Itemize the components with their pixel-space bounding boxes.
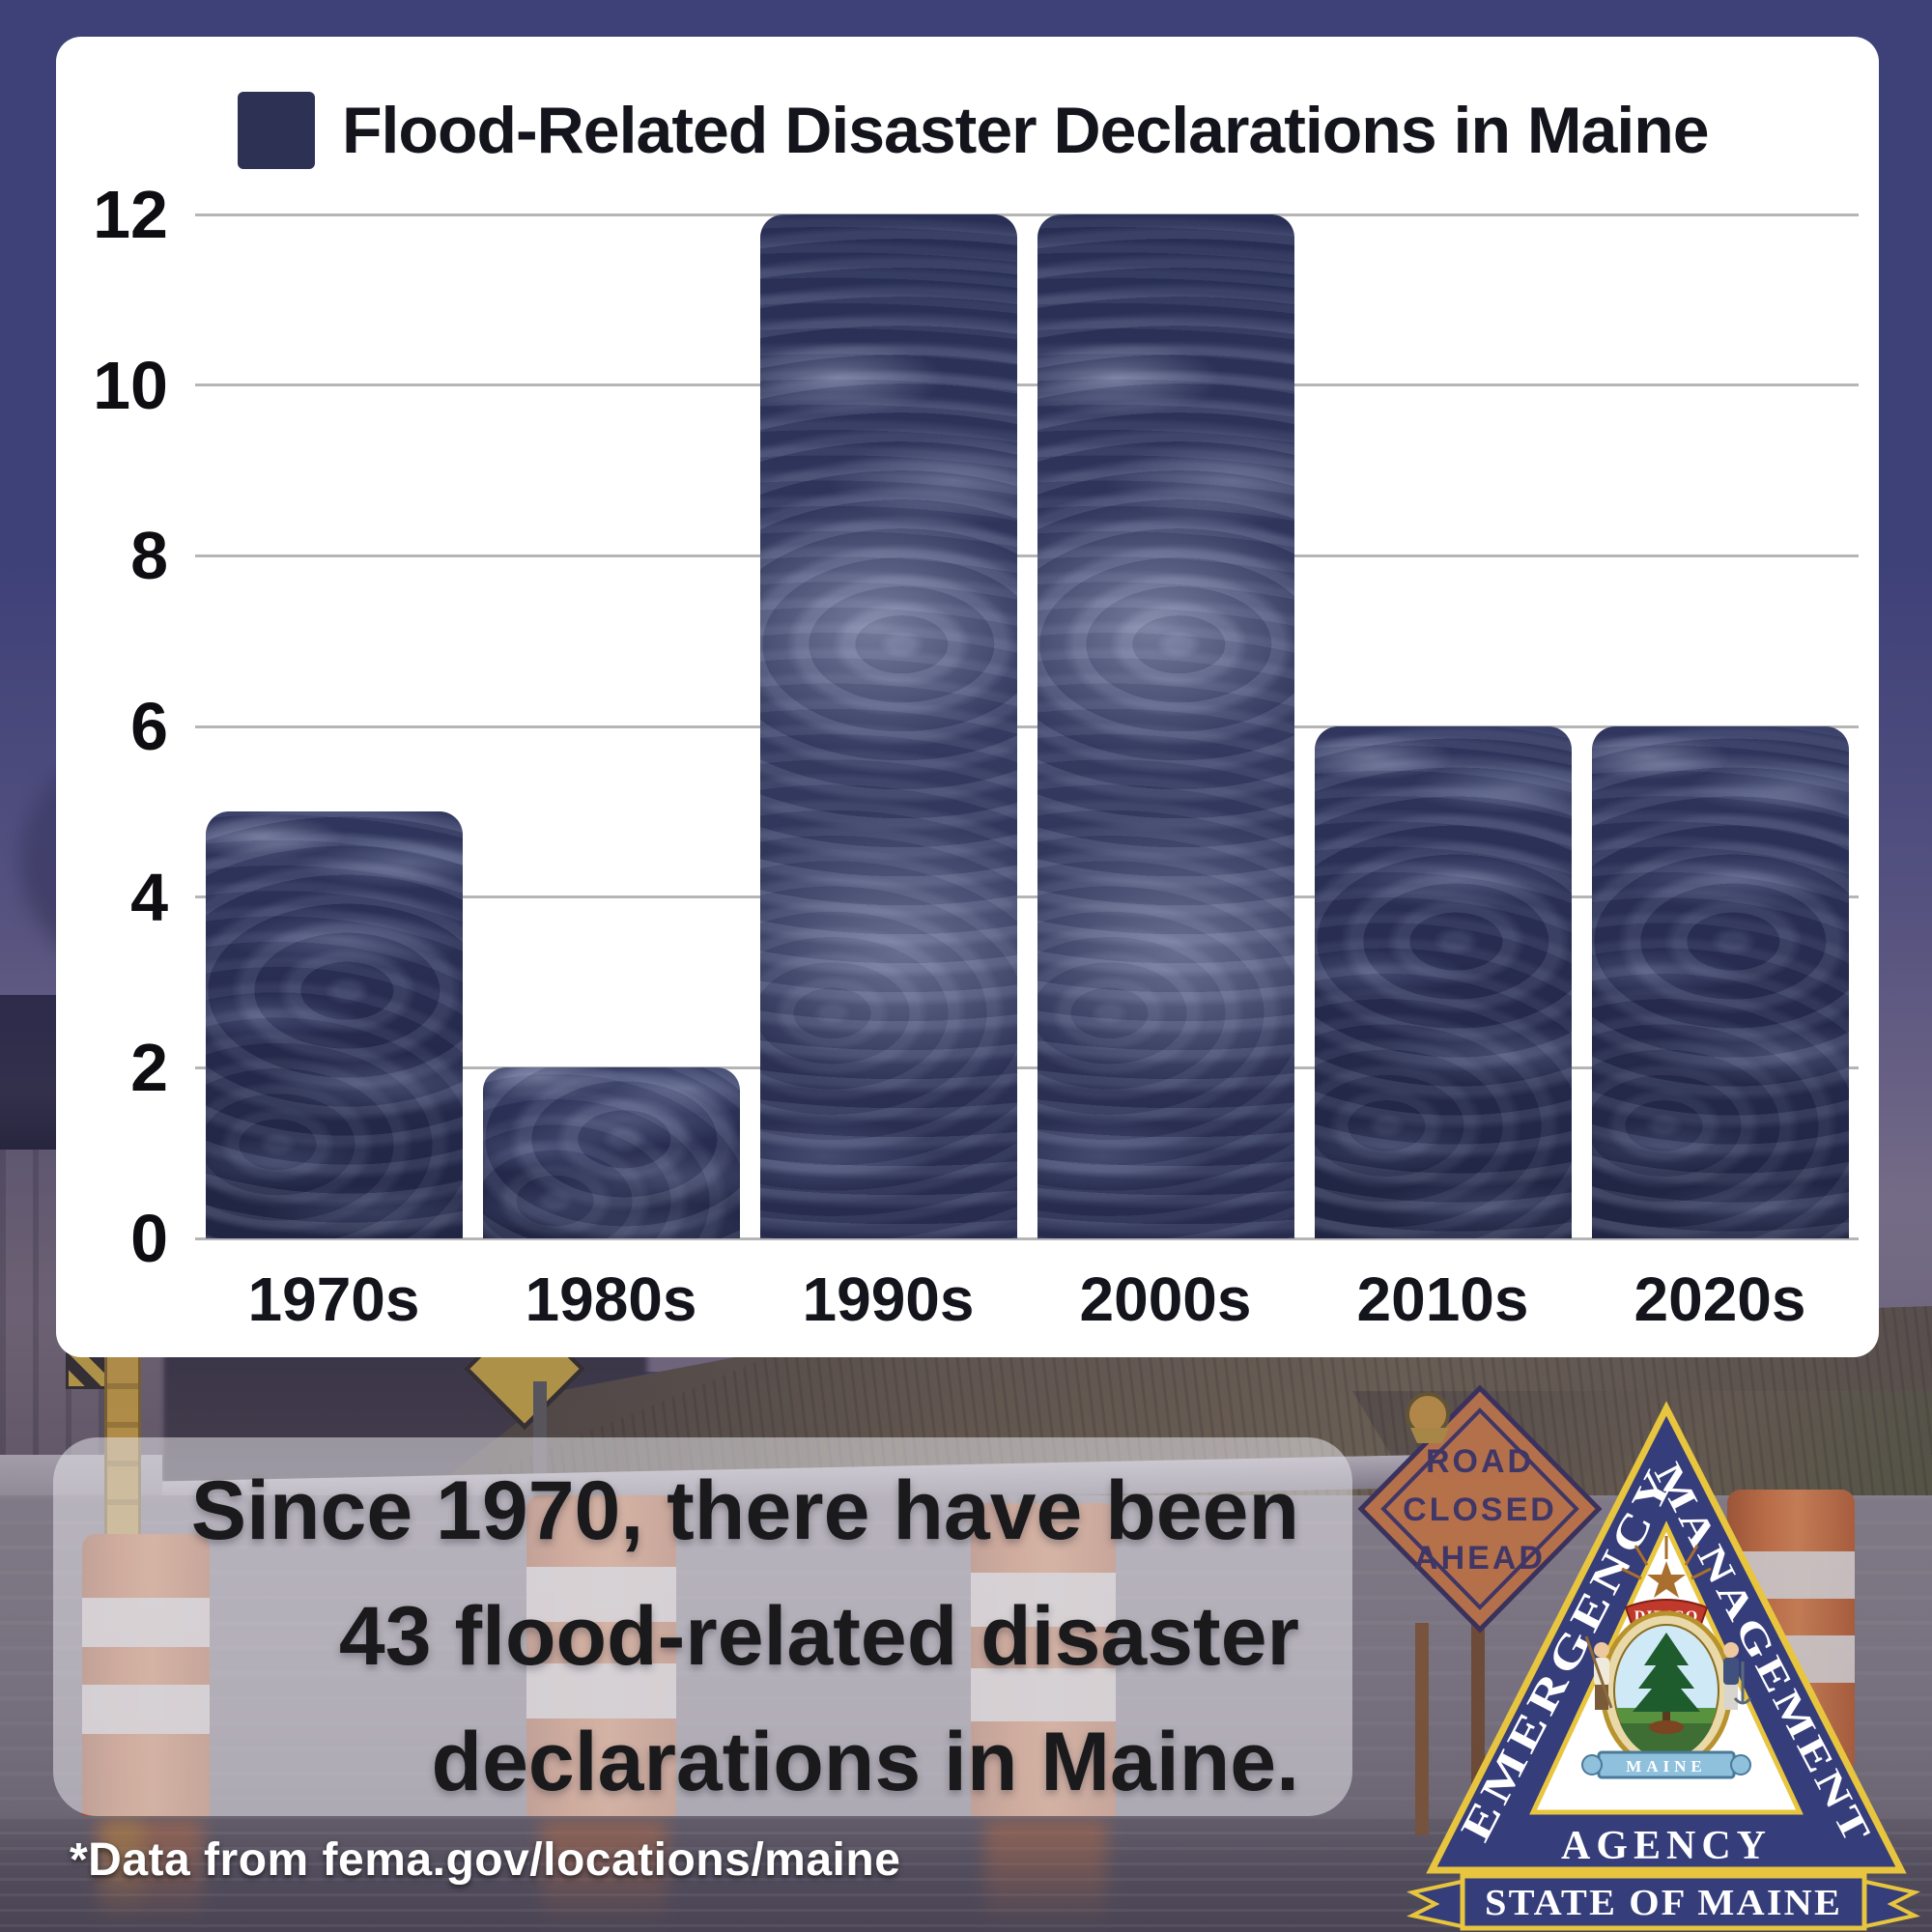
bar-2000s xyxy=(1037,214,1294,1238)
gridline-6 xyxy=(195,724,1859,728)
y-tick-label-0: 0 xyxy=(130,1201,168,1276)
data-source-footnote: *Data from fema.gov/locations/maine xyxy=(70,1834,901,1886)
y-tick-label-4: 4 xyxy=(130,859,168,935)
seal-star xyxy=(1647,1561,1686,1598)
y-tick-label-6: 6 xyxy=(130,689,168,764)
x-tick-label-2000s: 2000s xyxy=(1079,1264,1252,1334)
y-axis-labels: 0 2 4 6 8 10 12 xyxy=(56,177,182,1276)
bar-2020s xyxy=(1591,726,1849,1238)
y-tick-label-10: 10 xyxy=(93,347,168,423)
y-tick-label-8: 8 xyxy=(130,518,168,594)
chart-card: Flood-Related Disaster Declarations in M… xyxy=(56,37,1879,1357)
legend-swatch xyxy=(238,92,315,169)
x-tick-label-2010s: 2010s xyxy=(1356,1264,1529,1334)
gridline-0 xyxy=(195,1236,1859,1240)
seal-sailor xyxy=(1723,1642,1752,1710)
bar-1980s xyxy=(482,1067,740,1238)
gridline-8 xyxy=(195,554,1859,557)
bar-1970s xyxy=(205,811,463,1238)
seal-moose xyxy=(1649,1720,1684,1734)
chart-title: Flood-Related Disaster Declarations in M… xyxy=(342,94,1710,167)
gridline-12 xyxy=(195,213,1859,216)
y-tick-label-12: 12 xyxy=(93,177,168,252)
gridline-4 xyxy=(195,895,1859,899)
x-axis-labels: 1970s 1980s 1990s 2000s 2010s 2020s xyxy=(195,1256,1859,1343)
gridline-2 xyxy=(195,1065,1859,1069)
maine-state-seal: DIRIGO xyxy=(1581,1536,1752,1779)
ribbon-bar xyxy=(1460,1873,1867,1931)
y-tick-label-2: 2 xyxy=(130,1030,168,1106)
seal-name-text: MAINE xyxy=(1626,1757,1707,1776)
caption-line-1: Since 1970, there have been xyxy=(190,1464,1299,1557)
caption-band: Since 1970, there have been 43 flood-rel… xyxy=(53,1437,1352,1816)
bar-1990s xyxy=(759,214,1017,1238)
caption-line-3: declarations in Maine. xyxy=(431,1716,1299,1808)
plot-area xyxy=(195,213,1859,1240)
logo-text-agency: AGENCY xyxy=(1561,1824,1772,1868)
x-tick-label-1970s: 1970s xyxy=(247,1264,420,1334)
x-tick-label-1990s: 1990s xyxy=(802,1264,975,1334)
logo-text-state-of-maine: STATE OF MAINE xyxy=(1485,1883,1842,1923)
mema-logo: EMERGENCY MANAGEMENT AGENCY STATE OF MAI… xyxy=(1403,1379,1924,1932)
bar-2010s xyxy=(1314,726,1572,1238)
x-tick-label-1980s: 1980s xyxy=(525,1264,697,1334)
seal-farmer xyxy=(1584,1635,1613,1710)
x-tick-label-2020s: 2020s xyxy=(1634,1264,1806,1334)
gridline-10 xyxy=(195,384,1859,387)
caption-line-2: 43 flood-related disaster xyxy=(338,1590,1299,1683)
